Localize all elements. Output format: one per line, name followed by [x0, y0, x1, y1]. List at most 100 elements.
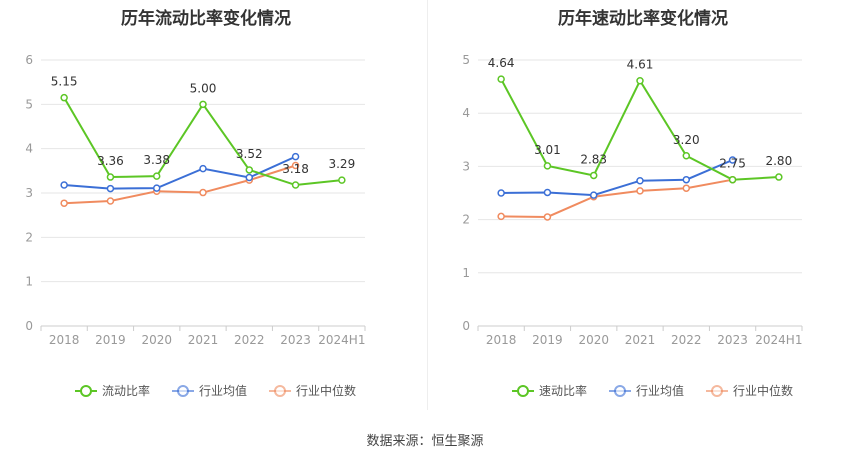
data-point-average[interactable]: [106, 184, 115, 193]
y-tick-label: 3: [462, 159, 470, 173]
data-label: 4.61: [627, 58, 654, 72]
series-line-average: [64, 155, 296, 190]
data-label: 5.15: [51, 75, 78, 89]
data-point-median[interactable]: [543, 213, 552, 221]
y-tick-label: 3: [25, 186, 33, 200]
x-tick-label: 2020: [141, 333, 172, 347]
legend-item-median[interactable]: 行业中位数: [269, 383, 356, 398]
quick-ratio-chart: 0 1 2 3 4 5 2018 2019 2020 2021 2022 2023 2024H1 4.64…: [462, 53, 803, 398]
data-label: 3.36: [97, 154, 124, 168]
series-line-median: [501, 178, 733, 218]
legend-swatch-marker: [274, 385, 286, 397]
data-label: 3.29: [328, 157, 355, 171]
legend-label: 行业中位数: [733, 383, 793, 398]
data-label: 2.83: [580, 152, 607, 166]
legend-label: 行业均值: [636, 383, 684, 398]
data-point-primary[interactable]: [106, 173, 115, 181]
data-label: 4.64: [488, 56, 515, 70]
legend-item-primary[interactable]: 流动比率: [75, 383, 150, 398]
x-tick-label: 2024H1: [318, 333, 365, 347]
data-point-primary[interactable]: [682, 152, 691, 160]
x-tick-label: 2021: [188, 333, 219, 347]
data-point-primary[interactable]: [245, 166, 254, 174]
data-point-average[interactable]: [291, 152, 300, 161]
y-tick-label: 2: [462, 213, 470, 227]
data-point-primary[interactable]: [152, 172, 161, 180]
data-point-primary[interactable]: [543, 162, 552, 170]
legend-swatch-marker: [177, 385, 189, 397]
legend-swatch-marker: [614, 385, 626, 397]
data-label: 3.38: [143, 153, 170, 167]
x-tick-label: 2022: [671, 333, 702, 347]
legend-swatch-marker: [517, 385, 529, 397]
data-point-average[interactable]: [636, 177, 644, 185]
data-point-median[interactable]: [497, 212, 505, 221]
y-tick-label: 1: [25, 275, 33, 289]
data-point-median[interactable]: [291, 161, 300, 170]
legend-label: 速动比率: [539, 383, 587, 398]
y-tick-label: 1: [462, 266, 470, 280]
legend-item-primary[interactable]: 速动比率: [512, 383, 587, 398]
x-tick-label: 2020: [578, 333, 609, 347]
y-tick-label: 5: [462, 53, 470, 67]
data-point-average[interactable]: [60, 181, 68, 189]
data-label: 5.00: [190, 81, 217, 95]
legend-label: 流动比率: [102, 383, 150, 398]
data-label: 3.18: [282, 162, 309, 176]
legend-label: 行业均值: [199, 383, 247, 398]
x-tick-label: 2018: [486, 333, 517, 347]
data-point-primary[interactable]: [60, 93, 68, 102]
data-point-primary[interactable]: [199, 100, 207, 109]
data-label: 3.52: [236, 147, 263, 161]
y-tick-label: 2: [25, 230, 33, 244]
y-tick-label: 0: [462, 319, 470, 333]
y-tick-label: 4: [462, 106, 470, 120]
data-point-median[interactable]: [199, 188, 207, 197]
data-point-average[interactable]: [199, 164, 207, 173]
legend-item-average[interactable]: 行业均值: [172, 383, 247, 398]
data-point-median[interactable]: [60, 199, 68, 207]
data-point-median[interactable]: [106, 197, 115, 205]
data-label: 3.01: [534, 143, 561, 157]
legend-label: 行业中位数: [296, 383, 356, 398]
data-point-average[interactable]: [497, 189, 505, 197]
data-point-primary[interactable]: [589, 171, 598, 180]
data-point-average[interactable]: [682, 175, 691, 184]
legend-item-median[interactable]: 行业中位数: [706, 383, 793, 398]
x-tick-label: 2024H1: [755, 333, 802, 347]
series-line-average: [501, 159, 733, 197]
data-point-primary[interactable]: [636, 76, 644, 85]
data-point-average[interactable]: [728, 156, 737, 164]
data-point-median[interactable]: [636, 187, 644, 195]
data-point-average[interactable]: [245, 173, 254, 182]
x-tick-label: 2019: [532, 333, 563, 347]
data-label: 2.80: [765, 154, 792, 168]
x-tick-label: 2021: [625, 333, 656, 347]
data-point-primary[interactable]: [338, 176, 346, 184]
chart-divider: [427, 0, 428, 410]
data-label: 3.20: [673, 133, 700, 147]
chart-title-current-ratio: 历年流动比率变化情况: [121, 9, 291, 29]
legend-swatch-marker: [711, 385, 723, 397]
data-point-primary[interactable]: [291, 181, 300, 189]
data-point-primary[interactable]: [497, 75, 505, 83]
legend-item-average[interactable]: 行业均值: [609, 383, 684, 398]
y-tick-label: 5: [25, 97, 33, 111]
data-source: 数据来源：恒生聚源: [366, 434, 484, 449]
y-tick-label: 0: [25, 319, 33, 333]
current-ratio-chart: 0 1 2 3 4 5 6 2018 2019 2020 2021 2022 2023 2024H1 5.1…: [25, 53, 366, 398]
y-tick-label: 4: [25, 142, 33, 156]
series-line-median: [64, 164, 296, 205]
x-tick-label: 2023: [717, 333, 748, 347]
data-point-average[interactable]: [543, 188, 552, 197]
data-point-primary[interactable]: [775, 173, 783, 181]
x-tick-label: 2022: [234, 333, 265, 347]
data-point-primary[interactable]: [728, 175, 737, 184]
data-point-average[interactable]: [152, 184, 161, 192]
y-tick-label: 6: [25, 53, 33, 67]
x-tick-label: 2019: [95, 333, 126, 347]
x-tick-label: 2018: [49, 333, 80, 347]
data-point-median[interactable]: [682, 184, 691, 192]
x-tick-label: 2023: [280, 333, 311, 347]
data-point-average[interactable]: [589, 191, 598, 199]
